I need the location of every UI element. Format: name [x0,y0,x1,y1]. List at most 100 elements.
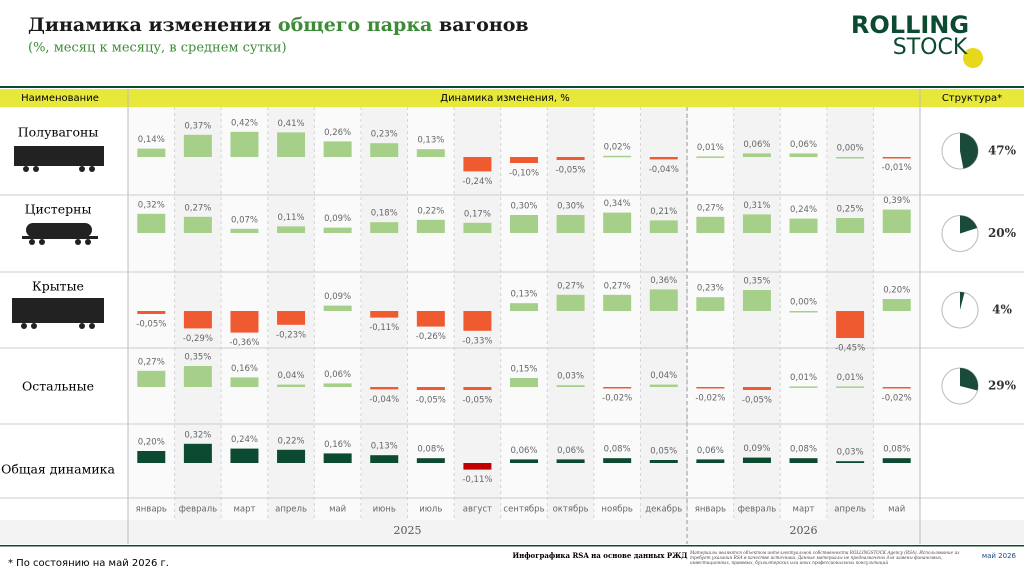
value-label: -0,02% [602,394,632,404]
column-bg [547,107,594,520]
bar [836,461,865,463]
value-label: 0,11% [278,213,305,223]
bar [323,383,352,387]
logo: ROLLING [851,11,969,39]
share-label: 4% [992,303,1012,317]
bar [416,149,445,157]
value-label: 0,04% [278,371,305,381]
header-bar [0,89,1024,107]
value-label: -0,11% [369,323,399,333]
value-label: 0,25% [837,205,864,215]
value-label: 0,08% [790,445,817,455]
value-label: 0,01% [697,143,724,153]
date: май 2026 [982,552,1017,560]
pie-slice [960,292,965,310]
value-label: 0,30% [510,202,537,212]
month-label: апрель [834,505,866,515]
bar [370,143,399,157]
logo-sun [963,48,983,68]
value-label: 0,23% [697,284,724,294]
bar [183,443,212,463]
value-label: 0,18% [371,209,398,219]
footnote: * По состоянию на май 2026 г. [8,558,169,569]
bar [882,209,911,233]
bar [277,311,306,325]
icon [89,166,95,172]
pie-slice [960,215,978,234]
bar [463,311,492,331]
bar [649,384,678,387]
month-label: март [793,505,815,515]
bar [789,386,818,388]
value-label: 0,24% [790,205,817,215]
bar [603,387,632,389]
value-label: 0,37% [184,121,211,131]
column-bg [687,107,734,520]
value-label: 0,06% [510,446,537,456]
value-label: 0,02% [604,142,631,152]
wagon-icons [12,146,104,329]
value-label: -0,05% [742,396,772,406]
bar [789,458,818,463]
bar [789,311,818,313]
title-part: вагонов [432,14,528,36]
value-label: -0,05% [556,166,586,176]
month-label: август [463,505,492,515]
value-label: -0,10% [509,169,539,179]
bar [137,213,166,233]
bar [416,458,445,463]
icon [22,236,98,239]
value-label: 0,13% [371,442,398,452]
value-label: 0,06% [743,140,770,150]
bar [230,448,259,463]
pie-slice [960,133,978,169]
icon [79,323,85,329]
bar [183,216,212,233]
bar [137,148,166,157]
bar [277,449,306,463]
icon [23,166,29,172]
bar [696,459,725,463]
value-label: 0,09% [324,214,351,224]
bar [230,228,259,233]
row-name: Остальные [22,379,94,394]
bar [836,386,865,388]
month-label: январь [136,505,167,515]
value-label: -0,02% [882,394,912,404]
share-label: 47% [988,144,1017,158]
value-label: 0,22% [278,436,305,446]
bar [789,153,818,157]
bar [323,227,352,233]
month-label: май [888,505,905,515]
month-label: март [233,505,255,515]
bar [137,451,166,463]
row-name: Полувагоны [18,125,99,140]
icon [21,323,27,329]
column-bg [780,107,827,520]
bar [323,141,352,157]
bar [696,297,725,311]
bar [277,132,306,157]
value-label: 0,24% [231,435,258,445]
bar [510,459,538,463]
bar [183,134,212,157]
disclaimer-box: Материалы являются объектом интеллектуал… [690,550,960,565]
column-bg [640,107,688,520]
bar [463,463,492,470]
value-label: 0,23% [371,130,398,140]
header: Структура* [942,93,1002,104]
value-label: 0,00% [837,144,864,154]
bar [556,157,585,160]
value-label: 0,39% [883,196,910,206]
value-label: 0,08% [604,445,631,455]
rule [0,86,1024,88]
value-label: 0,03% [837,448,864,458]
column-bg [733,107,781,520]
value-label: 0,27% [557,281,584,291]
value-label: 0,08% [417,445,444,455]
month-label: июнь [373,505,396,515]
year-label: 2025 [394,524,422,537]
icon [89,323,95,329]
column-bg [873,107,920,520]
bar [416,311,445,327]
